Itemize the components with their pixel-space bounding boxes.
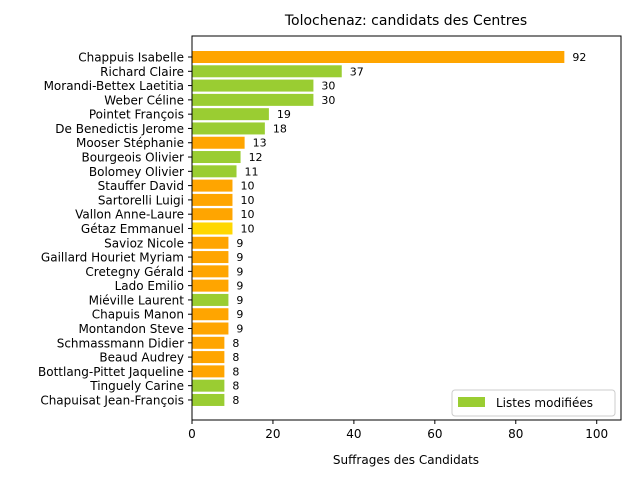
x-axis-label: Suffrages des Candidats bbox=[333, 453, 479, 467]
x-tick-label: 60 bbox=[427, 427, 442, 441]
y-tick-label: Stauffer David bbox=[98, 179, 184, 193]
bar bbox=[192, 208, 233, 221]
bar bbox=[192, 393, 225, 406]
bar-value-label: 37 bbox=[350, 65, 364, 78]
x-axis-ticks: 0 20 40 60 80 100 bbox=[188, 420, 608, 441]
y-tick-label: Schmassmann Didier bbox=[57, 336, 184, 350]
legend-swatch bbox=[458, 397, 485, 407]
x-tick-label: 20 bbox=[265, 427, 280, 441]
y-tick-label: Chapuis Manon bbox=[92, 308, 184, 322]
bar-value-label: 8 bbox=[232, 380, 239, 393]
bar-value-label: 92 bbox=[572, 51, 586, 64]
chart-title: Tolochenaz: candidats des Centres bbox=[284, 13, 527, 29]
bar bbox=[192, 351, 225, 364]
y-tick-label: Bottlang-Pittet Jaqueline bbox=[38, 365, 184, 379]
y-tick-label: Gaillard Houriet Myriam bbox=[41, 251, 184, 265]
x-tick-label: 80 bbox=[508, 427, 523, 441]
y-tick-label: Chappuis Isabelle bbox=[78, 51, 184, 65]
bar-value-label: 12 bbox=[249, 151, 263, 164]
bar bbox=[192, 379, 225, 392]
bar bbox=[192, 236, 229, 249]
bar bbox=[192, 65, 342, 78]
bar bbox=[192, 108, 269, 121]
y-tick-label: Morandi-Bettex Laetitia bbox=[44, 79, 184, 93]
bar-value-label: 11 bbox=[245, 165, 259, 178]
bar-value-label: 8 bbox=[232, 351, 239, 364]
bar-value-label: 8 bbox=[232, 337, 239, 350]
bar bbox=[192, 293, 229, 306]
x-tick-label: 0 bbox=[188, 427, 196, 441]
bar bbox=[192, 165, 237, 178]
bar bbox=[192, 365, 225, 378]
bar bbox=[192, 122, 265, 135]
bars-group bbox=[192, 51, 565, 406]
bar-value-label: 9 bbox=[236, 294, 243, 307]
y-tick-label: Beaud Audrey bbox=[99, 351, 184, 365]
y-tick-label: Bourgeois Olivier bbox=[81, 151, 184, 165]
y-tick-label: Weber Céline bbox=[104, 93, 184, 107]
bar bbox=[192, 265, 229, 278]
bar-value-label: 9 bbox=[236, 251, 243, 264]
axes-frame bbox=[191, 35, 622, 421]
legend-box bbox=[451, 389, 616, 417]
bar bbox=[192, 251, 229, 264]
bar bbox=[192, 222, 233, 235]
y-tick-label: Gétaz Emmanuel bbox=[81, 222, 184, 236]
y-tick-label: De Benedictis Jerome bbox=[55, 122, 184, 136]
y-tick-label: Sartorelli Luigi bbox=[98, 193, 184, 207]
bar bbox=[192, 322, 229, 335]
bar-value-label: 8 bbox=[232, 394, 239, 407]
bar-value-label: 9 bbox=[236, 308, 243, 321]
y-tick-label: Miéville Laurent bbox=[89, 293, 185, 307]
bar-value-label: 18 bbox=[273, 122, 287, 135]
bar bbox=[192, 308, 229, 321]
y-tick-label: Bolomey Olivier bbox=[89, 165, 184, 179]
y-tick-label: Montandon Steve bbox=[78, 322, 184, 336]
bar-value-label: 19 bbox=[277, 108, 291, 121]
y-tick-label: Cretegny Gérald bbox=[85, 265, 184, 279]
bar bbox=[192, 93, 314, 106]
bar bbox=[192, 179, 233, 192]
bar-value-label: 9 bbox=[236, 237, 243, 250]
bar-value-label: 13 bbox=[253, 137, 267, 150]
x-tick-label: 40 bbox=[346, 427, 361, 441]
y-tick-label: Tinguely Carine bbox=[89, 379, 184, 393]
x-tick-label: 100 bbox=[585, 427, 608, 441]
y-tick-label: Pointet François bbox=[89, 108, 184, 122]
y-tick-label: Chapuisat Jean-François bbox=[40, 393, 184, 407]
y-tick-label: Lado Emilio bbox=[115, 279, 184, 293]
bar-value-label: 10 bbox=[240, 194, 254, 207]
y-tick-label: Savioz Nicole bbox=[104, 236, 184, 250]
y-tick-label: Richard Claire bbox=[100, 65, 184, 79]
bar bbox=[192, 279, 229, 292]
y-tick-label: Mooser Stéphanie bbox=[76, 136, 184, 150]
bar-value-label: 30 bbox=[321, 94, 335, 107]
bar-value-label: 10 bbox=[240, 208, 254, 221]
bar bbox=[192, 336, 225, 349]
bar bbox=[192, 193, 233, 206]
bar-value-label: 10 bbox=[240, 180, 254, 193]
bar-value-label: 30 bbox=[321, 80, 335, 93]
bar-value-label: 9 bbox=[236, 280, 243, 293]
bar-value-label: 10 bbox=[240, 222, 254, 235]
bar bbox=[192, 136, 245, 149]
legend-label: Listes modifiées bbox=[496, 396, 593, 410]
y-tick-label: Vallon Anne-Laure bbox=[75, 208, 184, 222]
bar bbox=[192, 151, 241, 164]
bar-value-label: 9 bbox=[236, 265, 243, 278]
bar bbox=[192, 51, 565, 63]
bar-value-label: 8 bbox=[232, 365, 239, 378]
bar-value-label: 9 bbox=[236, 323, 243, 336]
bar bbox=[192, 79, 314, 92]
legend: Listes modifiées bbox=[451, 389, 616, 417]
